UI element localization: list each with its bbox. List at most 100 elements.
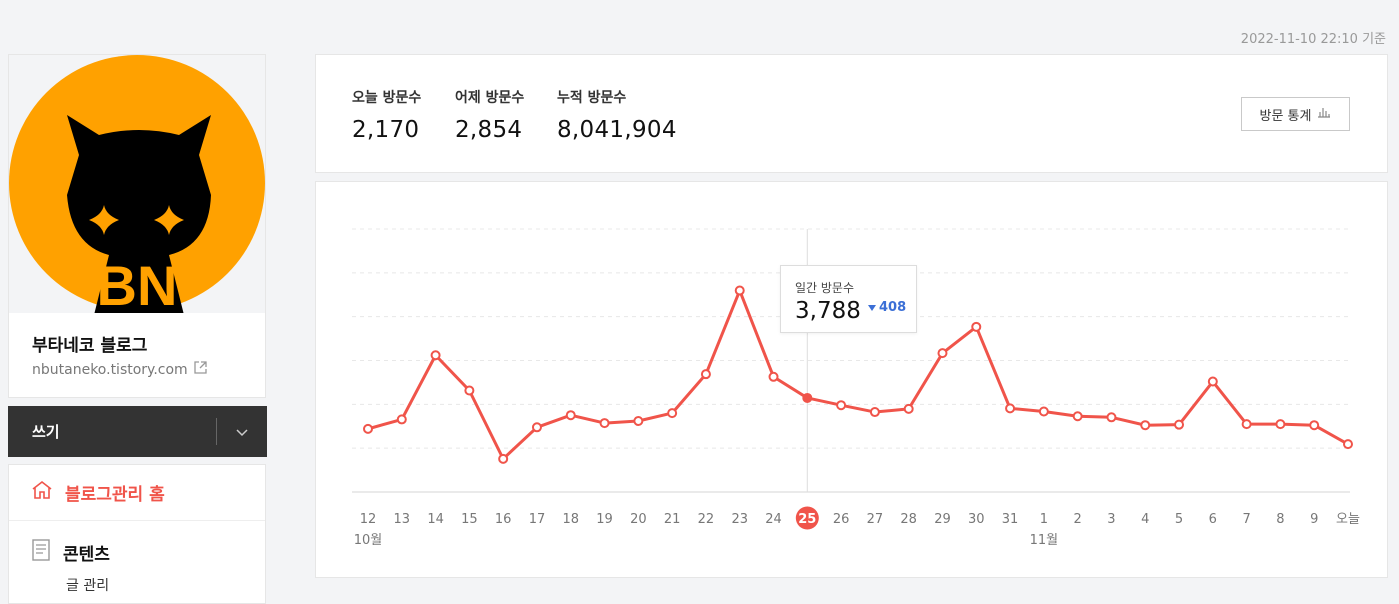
- tooltip-value: 3,788: [795, 298, 861, 324]
- x-tick-label: 28: [900, 512, 917, 527]
- x-tick-label: 26: [833, 512, 850, 527]
- blog-avatar[interactable]: BN: [9, 55, 265, 313]
- menu-section-contents[interactable]: 콘텐츠: [31, 539, 110, 566]
- data-point: [1309, 420, 1320, 431]
- document-icon: [31, 539, 51, 566]
- x-tick-label: 20: [630, 512, 647, 527]
- x-tick-label: 6: [1209, 512, 1217, 527]
- x-tick-label: 18: [562, 512, 579, 527]
- home-icon: [31, 480, 53, 505]
- write-button[interactable]: 쓰기: [32, 423, 60, 441]
- x-tick-label: 4: [1141, 512, 1149, 527]
- x-tick-label: 17: [529, 512, 546, 527]
- stat-today-label: 오늘 방문수: [352, 90, 422, 106]
- x-tick-label: 14: [427, 512, 444, 527]
- x-tick-label: 19: [596, 512, 613, 527]
- data-point: [903, 403, 914, 414]
- data-point: [430, 350, 441, 361]
- write-dropdown-toggle[interactable]: [217, 406, 267, 457]
- menu-item-post-manage[interactable]: 글 관리: [66, 578, 110, 594]
- blog-url-link[interactable]: nbutaneko.tistory.com: [32, 361, 207, 378]
- data-point: [700, 369, 711, 380]
- month-label: 11월: [1030, 533, 1059, 548]
- data-point: [464, 385, 475, 396]
- data-point: [1005, 403, 1016, 414]
- visit-stats-button-label: 방문 통계: [1259, 108, 1312, 124]
- stat-today-value: 2,170: [352, 117, 420, 143]
- x-tick-label: 23: [731, 512, 748, 527]
- data-point: [1241, 419, 1252, 430]
- data-point: [633, 415, 644, 426]
- bar-chart-icon: [1317, 106, 1331, 122]
- data-point: [1275, 419, 1286, 430]
- chart-tooltip: 일간 방문수 3,788 408: [780, 265, 917, 333]
- visitor-stats-card: 오늘 방문수 2,170 어제 방문수 2,854 누적 방문수 8,041,9…: [315, 54, 1388, 173]
- series-line: [367, 289, 1349, 461]
- write-bar: 쓰기: [8, 406, 267, 457]
- data-point: [599, 418, 610, 429]
- x-tick-label: 29: [934, 512, 951, 527]
- x-tick-label: 8: [1276, 512, 1284, 527]
- x-tick-label: 7: [1242, 512, 1250, 527]
- month-label: 10월: [354, 533, 383, 548]
- x-tick-label: 1: [1040, 512, 1048, 527]
- data-point: [1343, 439, 1353, 450]
- blog-url-text[interactable]: nbutaneko.tistory.com: [32, 361, 188, 378]
- data-point: [531, 422, 542, 433]
- data-point: [836, 400, 847, 411]
- data-point: [1140, 420, 1151, 431]
- triangle-down-icon: [868, 300, 876, 315]
- stat-total-label: 누적 방문수: [557, 90, 627, 106]
- data-point: [1174, 419, 1185, 430]
- profile-card: BN 부타네코 블로그 nbutaneko.tistory.com: [8, 54, 266, 398]
- x-tick-label: 2: [1074, 512, 1082, 527]
- x-tick-highlight-badge: [795, 506, 819, 530]
- data-point-highlight: [802, 392, 813, 403]
- tooltip-label: 일간 방문수: [795, 281, 855, 295]
- side-menu: 블로그관리 홈 콘텐츠 글 관리: [8, 464, 266, 604]
- menu-item-blog-home[interactable]: 블로그관리 홈: [9, 465, 265, 521]
- x-tick-label: 12: [360, 512, 377, 527]
- stat-today: 오늘 방문수 2,170: [352, 87, 421, 143]
- data-point: [363, 423, 373, 434]
- x-tick-label: 9: [1310, 512, 1318, 527]
- visit-stats-button[interactable]: 방문 통계: [1241, 97, 1350, 131]
- write-divider: [216, 418, 217, 445]
- data-point: [396, 414, 407, 425]
- stat-yesterday-label: 어제 방문수: [455, 90, 525, 106]
- data-point: [498, 453, 509, 464]
- data-point: [937, 348, 948, 359]
- x-tick-label: 13: [394, 512, 411, 527]
- data-point: [565, 410, 576, 421]
- x-tick-label: 22: [698, 512, 715, 527]
- stat-total: 누적 방문수 8,041,904: [557, 87, 677, 143]
- daily-visits-chart-card: 12 13 14 15 16 17 18 19 20 21 22 23 24 25 26 27 28 29 30 31…: [315, 181, 1388, 578]
- x-tick-label: 27: [867, 512, 884, 527]
- data-point: [1072, 411, 1083, 422]
- tooltip-delta-value: 408: [879, 300, 907, 315]
- data-point: [768, 371, 779, 382]
- avatar-initials: BN: [97, 254, 178, 313]
- x-tick-label: 25: [798, 512, 816, 527]
- stat-total-value: 8,041,904: [557, 117, 677, 143]
- data-point: [869, 407, 880, 418]
- data-point: [1106, 412, 1117, 423]
- external-link-icon[interactable]: [194, 361, 207, 378]
- x-tick-label: 15: [461, 512, 478, 527]
- x-tick-label: 30: [968, 512, 985, 527]
- stat-yesterday: 어제 방문수 2,854: [455, 87, 524, 143]
- x-tick-label: 31: [1002, 512, 1019, 527]
- x-tick-label: 24: [765, 512, 782, 527]
- last-updated-timestamp: 2022-11-10 22:10 기준: [1240, 32, 1386, 47]
- menu-item-blog-home-label: 블로그관리 홈: [65, 485, 165, 505]
- x-tick-label: 3: [1107, 512, 1115, 527]
- chevron-down-icon[interactable]: [236, 422, 248, 441]
- x-tick-label: 21: [664, 512, 681, 527]
- tooltip-delta: 408: [868, 300, 906, 315]
- blog-name[interactable]: 부타네코 블로그: [32, 336, 148, 356]
- data-point: [1038, 406, 1049, 417]
- data-point: [667, 408, 678, 419]
- x-tick-label: 오늘: [1336, 512, 1360, 527]
- data-point: [734, 285, 745, 296]
- x-tick-label: 16: [495, 512, 512, 527]
